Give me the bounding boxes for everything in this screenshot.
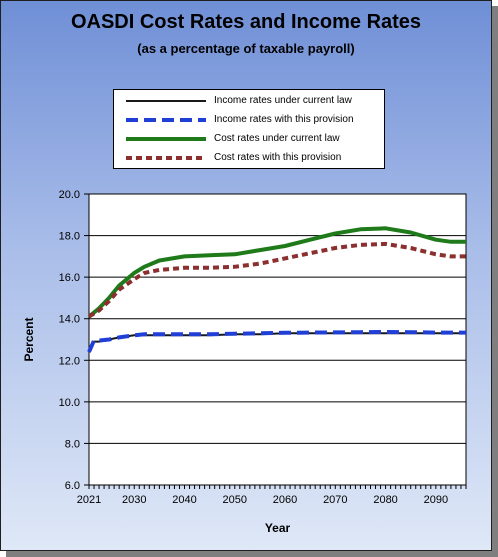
legend-label: Cost rates under current law xyxy=(214,133,340,144)
x-tick-label: 2080 xyxy=(373,494,397,506)
series-line-3 xyxy=(87,241,466,319)
x-tick-label: 2021 xyxy=(77,494,101,506)
legend-label: Income rates under current law xyxy=(214,95,352,106)
legend: Income rates under current law Income ra… xyxy=(113,89,385,169)
legend-swatch-income-provision xyxy=(126,118,206,122)
x-tick-label: 2070 xyxy=(323,494,347,506)
legend-swatch-cost-provision xyxy=(126,156,206,160)
legend-item-income-provision: Income rates with this provision xyxy=(114,111,384,129)
legend-swatch-income-current xyxy=(126,100,206,102)
y-tick-label: 12.0 xyxy=(59,355,80,367)
x-tick-label: 2050 xyxy=(223,494,247,506)
chart-subtitle: (as a percentage of taxable payroll) xyxy=(137,41,355,56)
legend-item-cost-current: Cost rates under current law xyxy=(114,130,384,148)
x-tick-label: 2060 xyxy=(273,494,297,506)
y-tick-label: 14.0 xyxy=(59,314,80,326)
chart-title: OASDI Cost Rates and Income Rates xyxy=(70,11,422,33)
plot-area xyxy=(88,193,467,486)
y-tick-label: 16.0 xyxy=(59,272,80,284)
legend-item-cost-provision: Cost rates with this provision xyxy=(114,149,384,167)
legend-swatch-cost-current xyxy=(126,137,206,141)
chart-plot: 6.0 8.0 10.0 12.0 14.0 16.0 18.0 20.0 2021 2030 20… xyxy=(22,189,467,535)
legend-label: Income rates with this provision xyxy=(214,114,354,125)
y-tick-label: 20.0 xyxy=(59,189,80,201)
x-tick-label: 2090 xyxy=(424,494,448,506)
legend-item-income-current: Income rates under current law xyxy=(114,92,384,110)
y-axis-title: Percent xyxy=(22,317,36,361)
y-tick-label: 18.0 xyxy=(59,231,80,243)
series-line-1 xyxy=(87,330,466,353)
y-tick-label: 10.0 xyxy=(59,397,80,409)
legend-label: Cost rates with this provision xyxy=(214,152,342,163)
series-line-2 xyxy=(87,226,466,319)
x-tick-label: 2030 xyxy=(122,494,146,506)
y-tick-label: 8.0 xyxy=(65,438,80,450)
chart-frame: OASDI Cost Rates and Income Rates (as a … xyxy=(0,0,492,551)
y-tick-label: 6.0 xyxy=(65,480,80,492)
x-axis-title: Year xyxy=(265,521,291,535)
x-tick-label: 2040 xyxy=(172,494,196,506)
